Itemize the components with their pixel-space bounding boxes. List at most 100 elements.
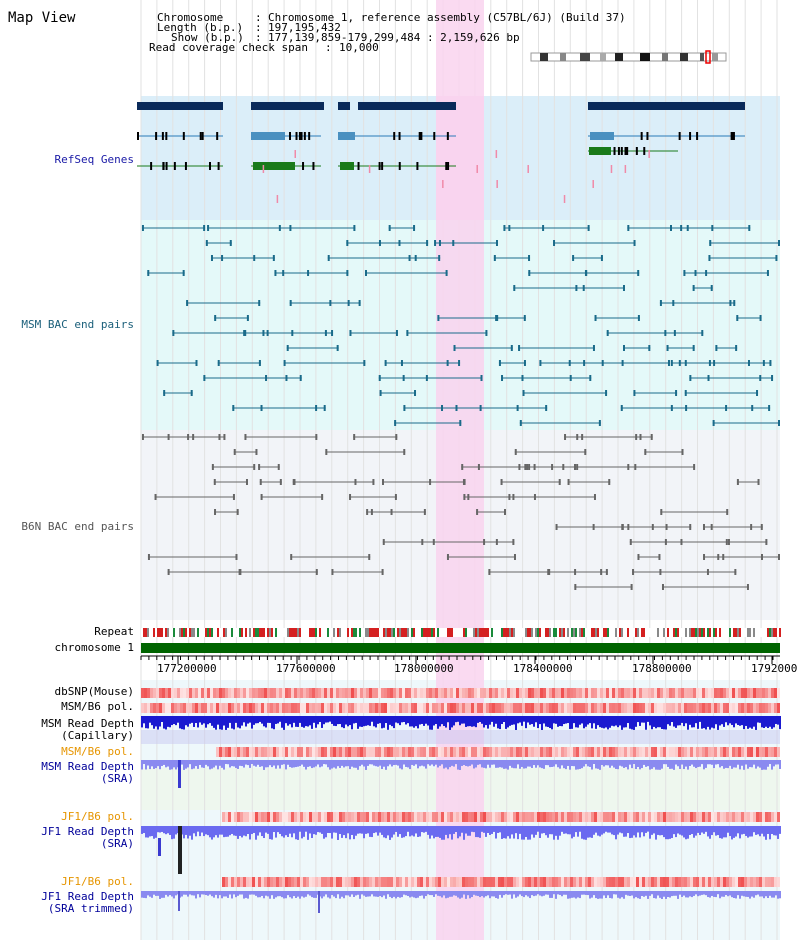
exon: [646, 132, 649, 140]
repeat-element: [697, 628, 699, 637]
jf1-trim-depth-bar: [543, 891, 545, 896]
exon: [445, 162, 448, 170]
jf1-sra-depth-bar: [403, 826, 405, 838]
repeat-element: [753, 628, 755, 637]
jf1-trim-depth-bar: [191, 891, 193, 896]
jf1-sra-depth-bar: [573, 826, 575, 837]
track-label-chromosome[interactable]: chromosome 1: [54, 641, 134, 654]
jf1-trim-depth-bar: [345, 891, 347, 896]
track-label-jf1-depth-sra-1[interactable]: JF1 Read Depth: [41, 825, 134, 838]
jf1-trim-depth-bar: [413, 891, 415, 898]
msm-pol2-cell: [384, 747, 387, 757]
jf1-pol-cell: [450, 812, 453, 822]
repeat-element: [567, 628, 569, 637]
msm-sra-depth-bar: [715, 760, 717, 765]
track-label-refseq[interactable]: RefSeq Genes: [54, 153, 134, 166]
msm-bac-pair-end: [633, 390, 636, 396]
jf1-pol-cell: [333, 812, 336, 822]
dbsnp-cell: [255, 688, 258, 698]
jf1-trim-depth-bar: [743, 891, 745, 897]
jf1-pol2-cell: [642, 877, 645, 887]
msm-pol-cell: [567, 703, 570, 713]
msm-pol2-cell: [660, 747, 663, 757]
jf1-pol-cell: [567, 812, 570, 822]
msm-sra-depth-bar: [609, 760, 611, 768]
jf1-trim-depth-bar: [441, 891, 443, 898]
msm-bac-pair-end: [670, 360, 673, 366]
msm-pol-cell: [411, 703, 414, 713]
track-label-msm-b6-pol-2[interactable]: MSM/B6 pol.: [61, 745, 134, 758]
msm-bac-pair-end: [710, 285, 713, 291]
jf1-pol2-cell: [429, 877, 432, 887]
track-label-jf1-depth-trim-1[interactable]: JF1 Read Depth: [41, 890, 134, 903]
refseq-marker: [496, 180, 498, 188]
jf1-sra-depth-bar: [239, 826, 241, 836]
msm-pol2-cell: [369, 747, 372, 757]
track-label-msm-b6-pol-1[interactable]: MSM/B6 pol.: [61, 700, 134, 713]
jf1-pol2-cell: [459, 877, 462, 887]
msm-cap-depth-bar: [307, 716, 309, 727]
track-label-jf1-b6-pol-2[interactable]: JF1/B6 pol.: [61, 875, 134, 888]
b6n-bac-pair-end: [504, 509, 507, 515]
jf1-pol2-cell: [597, 877, 600, 887]
msm-bac-pair-end: [648, 345, 651, 351]
msm-pol-cell: [216, 703, 219, 713]
jf1-pol2-cell: [435, 877, 438, 887]
jf1-trim-depth-bar: [769, 891, 771, 896]
ideogram-band: [615, 53, 623, 61]
msm-pol-cell: [198, 703, 201, 713]
track-label-repeat[interactable]: Repeat: [94, 625, 134, 638]
msm-cap-depth-bar: [729, 716, 731, 724]
msm-pol-cell: [285, 703, 288, 713]
track-label-jf1-b6-pol-1[interactable]: JF1/B6 pol.: [61, 810, 134, 823]
msm-pol2-cell: [366, 747, 369, 757]
repeat-element: [309, 628, 311, 637]
msm-pol2-cell: [672, 747, 675, 757]
msm-cap-depth-bar: [197, 716, 199, 728]
repeat-element: [327, 628, 329, 637]
jf1-trim-depth-bar: [633, 891, 635, 899]
dbsnp-cell: [771, 688, 774, 698]
dbsnp-cell: [474, 688, 477, 698]
jf1-pol-cell: [456, 812, 459, 822]
exon: [300, 132, 303, 140]
jf1-pol-cell: [585, 812, 588, 822]
jf1-pol2-cell: [693, 877, 696, 887]
msm-pol-cell: [675, 703, 678, 713]
jf1-sra-depth-bar: [223, 826, 225, 838]
exon: [447, 162, 450, 170]
track-label-msm-bac[interactable]: MSM BAC end pairs: [21, 318, 134, 331]
msm-cap-depth-bar: [337, 716, 339, 725]
jf1-pol-cell: [771, 812, 774, 822]
jf1-pol2-cell: [234, 877, 237, 887]
msm-cap-depth-bar: [357, 716, 359, 729]
track-label-b6n-bac[interactable]: B6N BAC end pairs: [21, 520, 134, 533]
track-label-msm-depth-cap-1[interactable]: MSM Read Depth: [41, 717, 134, 730]
jf1-pol-cell: [486, 812, 489, 822]
jf1-pol2-cell: [513, 877, 516, 887]
msm-bac-pair-end: [147, 270, 150, 276]
jf1-trim-depth-bar: [485, 891, 487, 897]
jf1-sra-depth-bar: [581, 826, 583, 839]
msm-sra-depth-bar: [203, 760, 205, 768]
msm-pol-cell: [279, 703, 282, 713]
jf1-sra-depth-bar: [309, 826, 311, 834]
msm-cap-depth-bar: [579, 716, 581, 725]
msm-cap-depth-bar: [771, 716, 773, 729]
jf1-pol2-cell: [666, 877, 669, 887]
msm-sra-depth-bar: [633, 760, 635, 765]
repeat-element: [677, 628, 679, 637]
msm-cap-depth-bar: [625, 716, 627, 728]
msm-sra-depth-bar: [245, 760, 247, 765]
jf1-trim-depth-bar: [181, 891, 183, 897]
msm-bac-pair-end: [622, 345, 625, 351]
msm-sra-depth-bar: [149, 760, 151, 770]
jf1-trim-depth-bar: [229, 891, 231, 895]
track-label-msm-depth-sra-1[interactable]: MSM Read Depth: [41, 760, 134, 773]
dbsnp-cell: [543, 688, 546, 698]
repeat-element: [271, 628, 273, 637]
msm-cap-depth-bar: [271, 716, 273, 729]
jf1-pol2-cell: [486, 877, 489, 887]
track-label-dbsnp[interactable]: dbSNP(Mouse): [54, 685, 134, 698]
